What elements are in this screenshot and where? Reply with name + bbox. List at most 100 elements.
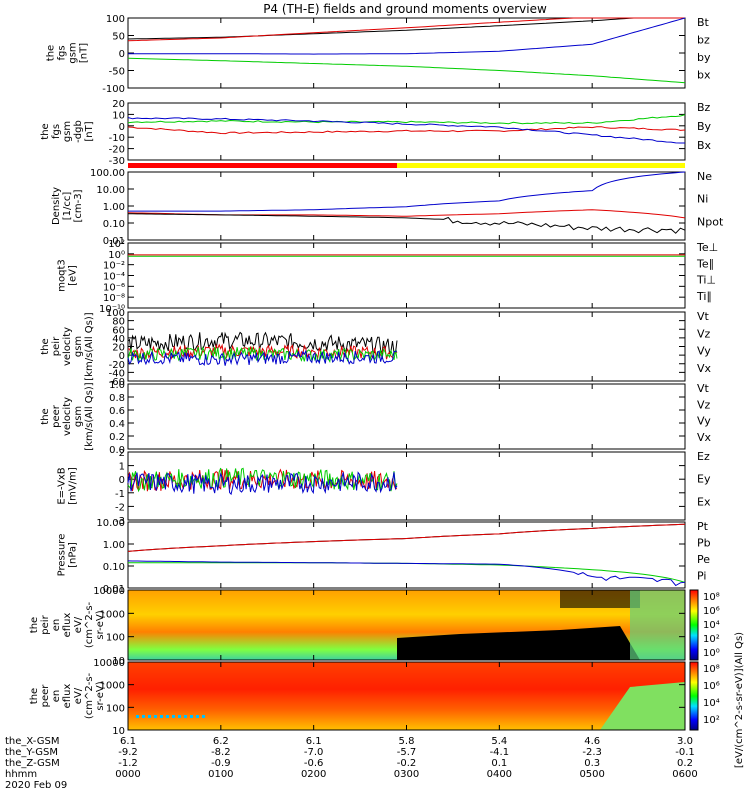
y-label-line: en xyxy=(51,690,62,703)
x-row-value: 5.4 xyxy=(491,736,507,747)
x-row-value: 0.3 xyxy=(584,758,600,769)
colorbar-tick: 10⁸ xyxy=(703,592,720,603)
y-label-line: sr-eV) xyxy=(95,681,106,710)
y-label-line: en xyxy=(51,619,62,632)
legend-Vt: Vt xyxy=(697,382,710,395)
legend-Ez: Ez xyxy=(697,450,710,463)
y-tick-label: 100 xyxy=(106,308,125,319)
y-label-line: [eV] xyxy=(68,265,79,286)
x-row-value: 4.6 xyxy=(584,736,600,747)
colorbar-tick: 10⁴ xyxy=(703,698,720,709)
y-tick-label: 40 xyxy=(112,334,125,345)
y-tick-label: 10⁻⁶ xyxy=(103,282,125,293)
x-row-value: -0.1 xyxy=(675,747,695,758)
x-row-value: 6.2 xyxy=(213,736,229,747)
y-tick-label: 10⁻⁴ xyxy=(103,272,125,283)
y-tick-label: 100 xyxy=(106,14,125,25)
series-peir-velocity-Vx xyxy=(127,349,398,367)
x-row-label: the_Z-GSM xyxy=(5,758,60,769)
y-tick-label: 10000 xyxy=(93,586,125,597)
legend-Te∥: Te∥ xyxy=(696,257,714,270)
y-tick-label: 0 xyxy=(119,122,125,133)
y-label-line: gsm xyxy=(68,42,79,63)
legend-Bx: Bx xyxy=(697,139,712,152)
legend-Bt: Bt xyxy=(697,16,710,29)
y-label-line: (cm^2-s- xyxy=(84,601,95,648)
x-row-label: the_X-GSM xyxy=(5,736,59,747)
legend-Ne: Ne xyxy=(697,170,712,183)
colorbar-tick: 10² xyxy=(703,715,720,726)
x-row-value: 0100 xyxy=(208,769,233,780)
spectrogram-pixel xyxy=(166,715,169,718)
x-row-label: hhmm xyxy=(5,769,37,780)
y-tick-label: -2 xyxy=(115,502,125,513)
spectrogram-pixel xyxy=(160,715,163,718)
y-label-line: eV/ xyxy=(73,687,84,704)
y-tick-label: 0.01 xyxy=(103,584,125,595)
x-row-value: 0000 xyxy=(115,769,140,780)
y-label-line: velocity xyxy=(62,397,73,436)
y-axis-label: the peir velocity gsm [km/s(All Qs)] xyxy=(40,312,95,380)
y-tick-label: 1000 xyxy=(100,609,125,620)
x-row-value: -0.6 xyxy=(304,758,324,769)
y-label-line: eV/ xyxy=(73,616,84,633)
legend-Vz: Vz xyxy=(697,327,711,340)
y-label-line: the xyxy=(40,338,51,354)
series-pressure-Pi xyxy=(127,560,686,587)
series-fgs-gsm-bz xyxy=(127,17,685,42)
y-label-line: velocity xyxy=(62,327,73,366)
status-bar-red xyxy=(128,163,397,168)
y-tick-label: 1000 xyxy=(100,681,125,692)
legend-Vx: Vx xyxy=(697,431,712,444)
date-label: 2020 Feb 09 xyxy=(5,780,67,791)
y-label-line: the xyxy=(29,688,40,704)
y-label-line: [nPa] xyxy=(68,542,79,568)
status-bar-yellow xyxy=(397,163,685,168)
y-label-line: [nT] xyxy=(79,43,90,63)
series-pressure-Pe xyxy=(128,562,686,583)
spectrogram-pixel xyxy=(178,715,181,718)
spectrogram-dropout xyxy=(397,626,640,660)
x-row-value: 0300 xyxy=(394,769,419,780)
y-label-line: gsm xyxy=(62,121,73,142)
colorbar-label: [eV/(cm^2-s-sr-eV)](All Qs) xyxy=(734,632,745,768)
y-tick-label: 0.0 xyxy=(109,445,125,456)
spectrogram-peer xyxy=(128,662,685,730)
y-label-line: [cm-3] xyxy=(73,189,84,222)
series-pressure-Pt xyxy=(127,523,686,552)
y-tick-label: 1.0 xyxy=(109,380,125,391)
y-label-line: fgs xyxy=(57,45,68,60)
legend-Vx: Vx xyxy=(697,362,712,375)
y-label-line: peir xyxy=(40,614,51,634)
spectrogram-pixel xyxy=(136,715,139,718)
legend-Ex: Ex xyxy=(697,495,711,508)
panel-frame-fgs-gsm xyxy=(127,17,686,89)
y-label-line: sr-eV) xyxy=(95,610,106,639)
spectrogram-band xyxy=(630,590,685,660)
y-tick-label: -1 xyxy=(115,489,125,500)
y-tick-label: 0.6 xyxy=(109,406,125,417)
x-row-value: -1.2 xyxy=(118,758,138,769)
y-label-line: [km/s(All Qs)] xyxy=(84,382,95,450)
y-label-line: fgs xyxy=(51,124,62,139)
y-label-line: (cm^2-s- xyxy=(84,672,95,719)
series-peir-velocity-Vt xyxy=(127,331,398,356)
y-tick-label: 10⁻² xyxy=(103,261,125,272)
y-tick-label: 1.00 xyxy=(103,202,125,213)
y-tick-label: -60 xyxy=(109,377,125,388)
spectrogram-band xyxy=(600,682,685,730)
series-fgs-dsl-Bx xyxy=(127,117,685,144)
y-tick-label: 10000 xyxy=(93,658,125,669)
y-tick-label: -20 xyxy=(109,145,125,156)
legend-bx: bx xyxy=(697,69,711,82)
y-label-line: peer xyxy=(40,684,51,708)
y-tick-label: 50 xyxy=(112,32,125,43)
y-tick-label: 80 xyxy=(112,317,125,328)
y-label-line: [nT] xyxy=(84,121,95,141)
y-axis-label: moqt3 [eV] xyxy=(57,259,79,292)
legend-By: By xyxy=(697,120,712,133)
y-axis-label: the peer velocity gsm [km/s(All Qs)] xyxy=(40,382,95,450)
series-fgs-dsl-Bz xyxy=(127,126,686,135)
spectrogram-pixel xyxy=(154,715,157,718)
